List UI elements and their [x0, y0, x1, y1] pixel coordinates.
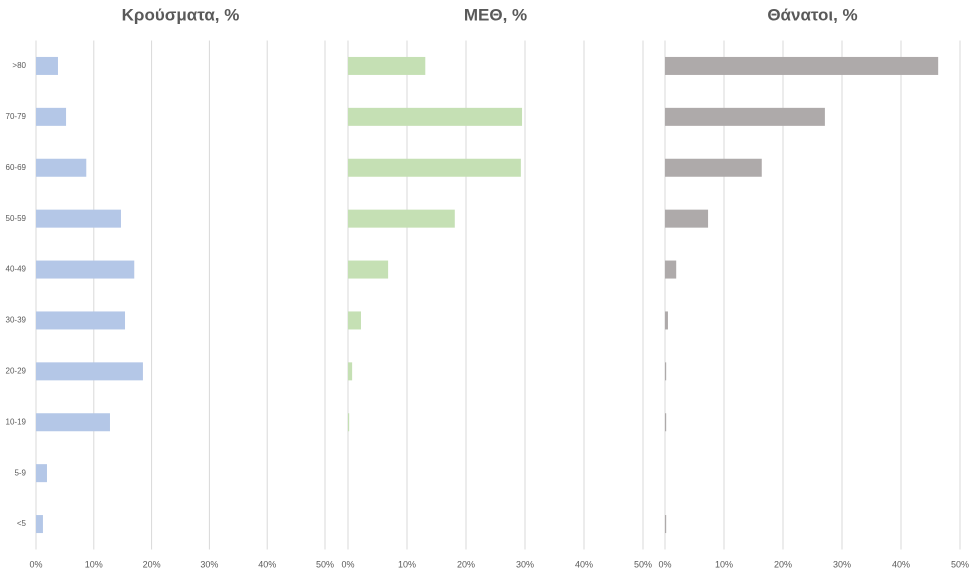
bar: [665, 260, 677, 279]
chart-title: ΜΕΘ, %: [464, 5, 527, 24]
x-tick-label: 20%: [774, 559, 792, 569]
bar: [348, 260, 389, 279]
x-tick-label: 0%: [658, 559, 671, 569]
y-tick-label: 60-69: [6, 163, 27, 172]
x-tick-label: 0%: [341, 559, 354, 569]
y-tick-label: 40-49: [6, 265, 27, 274]
bar: [665, 209, 709, 228]
bar: [665, 515, 667, 534]
bar: [36, 56, 58, 75]
x-tick-label: 50%: [316, 559, 334, 569]
bar: [348, 362, 353, 381]
x-tick-label: 50%: [634, 559, 652, 569]
x-tick-label: 40%: [575, 559, 593, 569]
bar: [348, 107, 523, 126]
chart-title: Κρούσματα, %: [122, 5, 240, 24]
bar: [348, 311, 361, 330]
bar: [36, 158, 87, 177]
bar: [665, 311, 668, 330]
bar: [36, 515, 43, 534]
bar: [665, 158, 762, 177]
x-tick-label: 30%: [833, 559, 851, 569]
bar: [348, 56, 426, 75]
bar: [36, 362, 143, 381]
x-tick-label: 10%: [715, 559, 733, 569]
y-tick-label: 50-59: [6, 214, 27, 223]
bar: [665, 107, 825, 126]
x-tick-label: 40%: [892, 559, 910, 569]
bar: [348, 158, 521, 177]
y-tick-label: 30-39: [6, 316, 27, 325]
y-tick-label: <5: [17, 519, 27, 528]
y-tick-label: 5-9: [14, 468, 26, 477]
x-tick-label: 0%: [29, 559, 42, 569]
bar: [348, 209, 455, 228]
bar: [36, 413, 110, 432]
bar: [348, 413, 350, 432]
bar: [36, 209, 121, 228]
bar: [36, 260, 135, 279]
chart-title: Θάνατοι, %: [767, 5, 857, 24]
bar: [36, 107, 67, 126]
x-tick-label: 10%: [398, 559, 416, 569]
y-tick-label: 70-79: [6, 112, 27, 121]
x-tick-label: 50%: [951, 559, 969, 569]
x-tick-label: 40%: [258, 559, 276, 569]
bar: [665, 362, 667, 381]
y-tick-label: >80: [12, 61, 26, 70]
bar: [665, 413, 667, 432]
bar: [36, 311, 126, 330]
x-tick-label: 20%: [457, 559, 475, 569]
y-tick-label: 20-29: [6, 366, 27, 375]
x-tick-label: 20%: [143, 559, 161, 569]
x-tick-label: 30%: [516, 559, 534, 569]
x-tick-label: 10%: [85, 559, 103, 569]
bar: [665, 56, 939, 75]
y-tick-label: 10-19: [6, 417, 27, 426]
bar: [36, 464, 47, 483]
x-tick-label: 30%: [200, 559, 218, 569]
